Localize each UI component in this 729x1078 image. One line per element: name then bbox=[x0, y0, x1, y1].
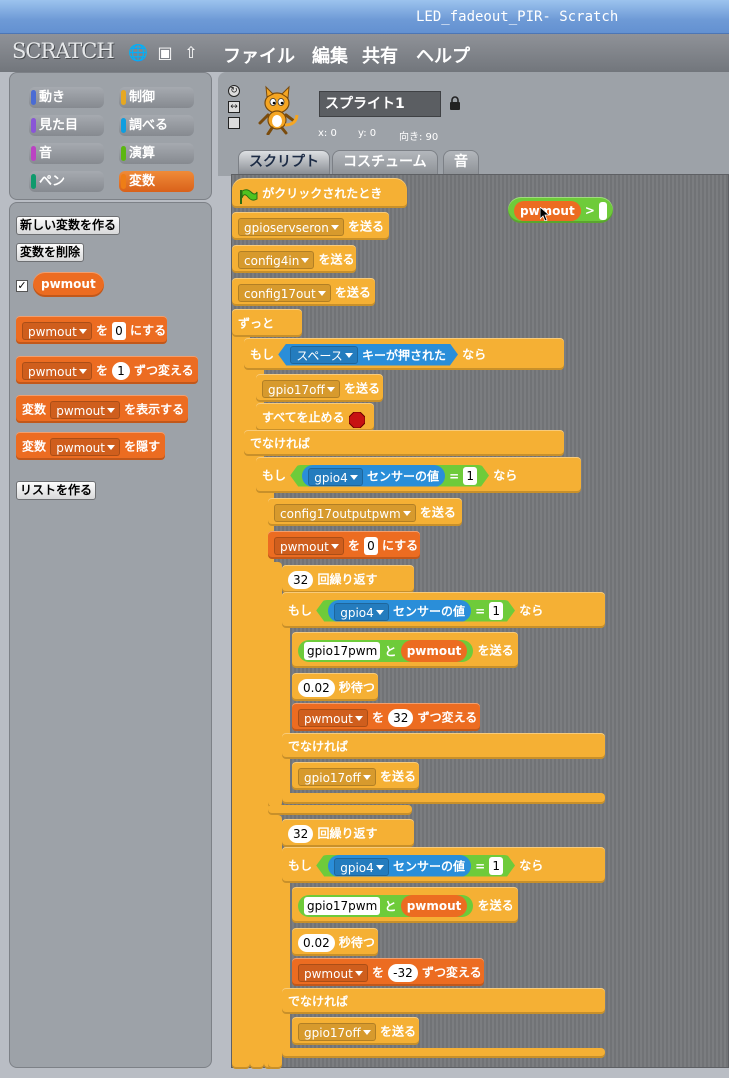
if-sensor-block-inner-1[interactable]: もし gpio4 センサーの値 = 1 なら bbox=[282, 592, 605, 628]
category-control[interactable]: 制御 bbox=[119, 87, 194, 108]
sprite-direction: 向き: 90 bbox=[399, 132, 439, 143]
sprite-y: y: 0 bbox=[358, 128, 377, 139]
share-icon[interactable]: ⇧ bbox=[184, 43, 198, 62]
category-sensing[interactable]: 調べる bbox=[119, 115, 194, 136]
change-pwmout-block-2[interactable]: pwmout を -32 ずつ変える bbox=[292, 958, 484, 986]
variable-visible-checkbox[interactable]: ✓ bbox=[16, 279, 28, 292]
repeat2-if-arm bbox=[282, 847, 290, 1057]
else-label: でなければ bbox=[244, 430, 564, 456]
mouse-cursor-icon bbox=[539, 206, 551, 222]
category-pen[interactable]: ペン bbox=[29, 171, 104, 192]
green-flag-icon bbox=[238, 186, 258, 204]
when-flag-clicked-block[interactable]: がクリックされたとき bbox=[232, 178, 407, 208]
broadcast-join-block-2[interactable]: gpio17pwm と pwmout を送る bbox=[292, 887, 518, 923]
stop-sign-icon bbox=[348, 410, 366, 428]
new-variable-button[interactable]: 新しい変数を作る bbox=[16, 216, 121, 235]
repeat2-arm bbox=[268, 815, 282, 1069]
sprite-x: x: 0 bbox=[318, 128, 337, 139]
broadcast-config17outputpwm-block[interactable]: config17outputpwm を送る bbox=[268, 498, 462, 526]
repeat1-arm bbox=[268, 562, 282, 808]
window-title: LED_fadeout_PIR- Scratch bbox=[416, 9, 619, 25]
sprite-thumbnail bbox=[252, 85, 302, 136]
wait-block-2[interactable]: 0.02 秒待つ bbox=[292, 928, 378, 956]
if-else-arm bbox=[250, 338, 264, 1069]
else-label-1: でなければ bbox=[282, 733, 605, 759]
menu-file[interactable]: ファイル bbox=[223, 46, 295, 67]
category-motion[interactable]: 動き bbox=[29, 87, 104, 108]
palette-show-variable-block[interactable]: 変数 pwmout を表示する bbox=[16, 395, 188, 423]
save-icon[interactable]: ▣ bbox=[157, 43, 173, 62]
menu-bar: SCRATCH 🌐 ▣ ⇧ ファイル 編集 共有 ヘルプ bbox=[0, 34, 729, 72]
palette-set-block[interactable]: pwmout を 0 にする bbox=[16, 316, 167, 344]
globe-icon[interactable]: 🌐 bbox=[128, 43, 148, 62]
broadcast-gpio17off-block-2[interactable]: gpio17off を送る bbox=[292, 1017, 419, 1045]
repeat-end-1 bbox=[268, 805, 412, 815]
repeat1-if-arm bbox=[282, 592, 290, 802]
category-sound[interactable]: 音 bbox=[29, 143, 104, 164]
no-rotate-icon[interactable] bbox=[228, 117, 240, 129]
else-label-2: でなければ bbox=[282, 988, 605, 1014]
category-variables[interactable]: 変数 bbox=[119, 171, 194, 192]
tab-costumes[interactable]: コスチューム bbox=[332, 150, 438, 174]
broadcast-gpio17off-block[interactable]: gpio17off を送る bbox=[256, 374, 383, 402]
category-panel: 動き 制御 見た目 調べる 音 演算 ペン 変数 bbox=[9, 72, 212, 200]
repeat-block-2[interactable]: 32 回繰り返す bbox=[282, 819, 414, 847]
menu-edit[interactable]: 編集 bbox=[312, 46, 348, 67]
palette-change-block[interactable]: pwmout を 1 ずつ変える bbox=[16, 356, 198, 384]
if-end-2 bbox=[282, 1048, 605, 1058]
rotate-style-icon[interactable]: ↻ bbox=[228, 85, 240, 97]
category-looks[interactable]: 見た目 bbox=[29, 115, 104, 136]
palette-var-reporter[interactable]: pwmout bbox=[33, 272, 104, 297]
if-sensor-block[interactable]: もし gpio4 センサーの値 = 1 なら bbox=[256, 457, 581, 493]
menu-help[interactable]: ヘルプ bbox=[416, 46, 470, 67]
wait-block-1[interactable]: 0.02 秒待つ bbox=[292, 673, 378, 701]
make-list-button[interactable]: リストを作る bbox=[16, 481, 97, 500]
repeat-block-1[interactable]: 32 回繰り返す bbox=[282, 565, 414, 593]
palette-hide-variable-block[interactable]: 変数 pwmout を隠す bbox=[16, 432, 165, 460]
broadcast-config4in-block[interactable]: config4in を送る bbox=[232, 245, 356, 273]
if-sensor-block-inner-2[interactable]: もし gpio4 センサーの値 = 1 なら bbox=[282, 847, 605, 883]
broadcast-config17out-block[interactable]: config17out を送る bbox=[232, 278, 375, 306]
flip-style-icon[interactable]: ↔ bbox=[228, 101, 240, 113]
broadcast-join-block-1[interactable]: gpio17pwm と pwmout を送る bbox=[292, 632, 518, 668]
if-key-pressed-block[interactable]: もし スペース キーが押された なら bbox=[244, 338, 564, 370]
if-end-1 bbox=[282, 793, 605, 804]
change-pwmout-block-1[interactable]: pwmout を 32 ずつ変える bbox=[292, 703, 480, 731]
menu-share[interactable]: 共有 bbox=[362, 46, 398, 67]
floating-greater-than-block[interactable]: pwmout > bbox=[508, 197, 613, 223]
title-bar: LED_fadeout_PIR- Scratch bbox=[0, 0, 729, 34]
scratch-logo: SCRATCH bbox=[12, 39, 115, 63]
set-pwmout-block[interactable]: pwmout を 0 にする bbox=[268, 531, 420, 559]
block-palette: 新しい変数を作る 変数を削除 ✓ pwmout pwmout を 0 にする p… bbox=[9, 202, 212, 1068]
category-operators[interactable]: 演算 bbox=[119, 143, 194, 164]
delete-variable-button[interactable]: 変数を削除 bbox=[16, 243, 85, 262]
tab-scripts[interactable]: スクリプト bbox=[238, 150, 330, 174]
broadcast-gpio17off-block-1[interactable]: gpio17off を送る bbox=[292, 762, 419, 790]
sprite-name-field[interactable]: スプライト1 bbox=[319, 91, 441, 117]
forever-arm bbox=[232, 309, 250, 1069]
forever-block[interactable]: ずっと bbox=[232, 309, 302, 337]
tab-sounds[interactable]: 音 bbox=[443, 150, 479, 174]
lock-icon[interactable] bbox=[449, 96, 461, 110]
broadcast-gpioservseron-block[interactable]: gpioservseron を送る bbox=[232, 212, 389, 240]
stop-all-block[interactable]: すべてを止める bbox=[256, 403, 374, 431]
